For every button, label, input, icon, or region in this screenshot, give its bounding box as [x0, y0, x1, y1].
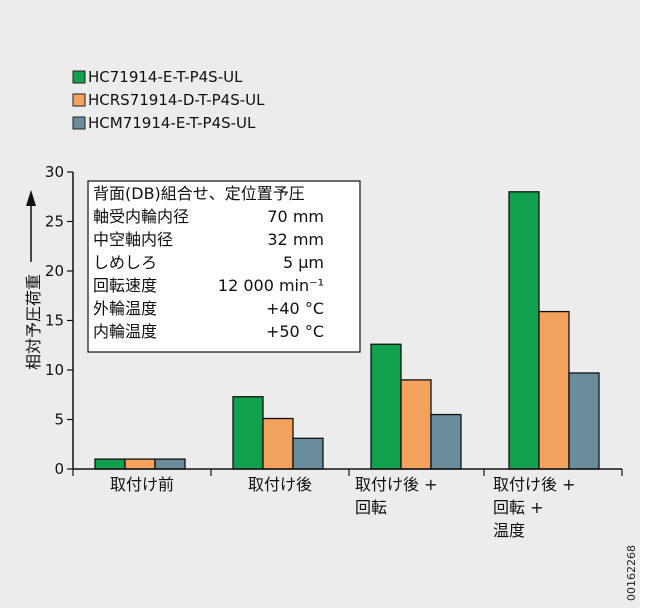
legend: HC71914-E-T-P4S-UL HCRS71914-D-T-P4S-UL HC… — [72, 68, 265, 132]
info-row-value: +50 °C — [266, 322, 324, 341]
bar — [508, 191, 540, 470]
bar — [292, 437, 324, 470]
y-axis-label-group: 相対予圧荷重 — [24, 190, 43, 370]
y-tick-label: 20 — [45, 262, 64, 280]
category-label: 取付け後 + — [355, 475, 438, 494]
bars — [94, 191, 600, 470]
bar — [400, 379, 432, 470]
bar — [568, 372, 600, 470]
y-tick-label: 0 — [54, 460, 64, 478]
y-tick-label: 5 — [54, 411, 64, 429]
bar — [154, 458, 186, 470]
y-axis-label: 相対予圧荷重 — [24, 274, 43, 370]
bar — [370, 343, 402, 470]
info-row-value: 70 mm — [267, 207, 324, 226]
category-labels: 取付け前 取付け後 取付け後 + 回転 取付け後 + 回転 + 温度 — [110, 475, 576, 540]
figure-id: 00162268 — [625, 545, 638, 601]
info-row-label: 軸受内輪内径 — [93, 207, 189, 226]
info-row-label: 回転速度 — [93, 276, 157, 295]
bar — [538, 310, 570, 470]
info-row-value: 12 000 min⁻¹ — [218, 276, 324, 295]
category-label: 取付け後 + — [493, 475, 576, 494]
y-tick-label: 30 — [45, 163, 64, 181]
chart-panel: HC71914-E-T-P4S-UL HCRS71914-D-T-P4S-UL HC… — [0, 0, 640, 608]
bar-chart: HC71914-E-T-P4S-UL HCRS71914-D-T-P4S-UL HC… — [24, 68, 623, 540]
bar — [232, 396, 264, 470]
y-axis-label-arrow-head — [26, 190, 36, 206]
info-row-label: 内輪温度 — [93, 322, 157, 341]
y-tick-label: 15 — [45, 312, 64, 330]
category-label: 取付け前 — [110, 475, 174, 494]
legend-swatch — [72, 93, 86, 107]
y-tick-label: 25 — [45, 213, 64, 231]
legend-swatch — [72, 116, 86, 130]
info-title: 背面(DB)組合せ、定位置予圧 — [93, 184, 305, 203]
category-label: 回転 + — [493, 498, 544, 517]
legend-swatch — [72, 70, 86, 84]
info-row-value: +40 °C — [266, 299, 324, 318]
category-label: 温度 — [493, 521, 525, 540]
bar — [262, 417, 294, 470]
legend-label: HC71914-E-T-P4S-UL — [88, 68, 243, 86]
legend-label: HCRS71914-D-T-P4S-UL — [88, 91, 265, 109]
info-row-value: 32 mm — [267, 230, 324, 249]
bar — [124, 458, 156, 470]
y-tick-label: 10 — [45, 361, 64, 379]
category-label: 取付け後 — [248, 475, 312, 494]
info-row-label: 外輪温度 — [93, 299, 157, 318]
info-row-label: 中空軸内径 — [93, 230, 173, 249]
bar — [430, 413, 462, 470]
info-row-label: しめしろ — [93, 253, 157, 272]
y-ticks: 0 5 10 15 20 25 30 — [45, 163, 73, 478]
legend-label: HCM71914-E-T-P4S-UL — [88, 114, 256, 132]
bar — [94, 458, 126, 470]
category-label: 回転 — [355, 498, 387, 517]
info-box-frame — [87, 180, 361, 353]
info-row-value: 5 µm — [283, 253, 324, 272]
